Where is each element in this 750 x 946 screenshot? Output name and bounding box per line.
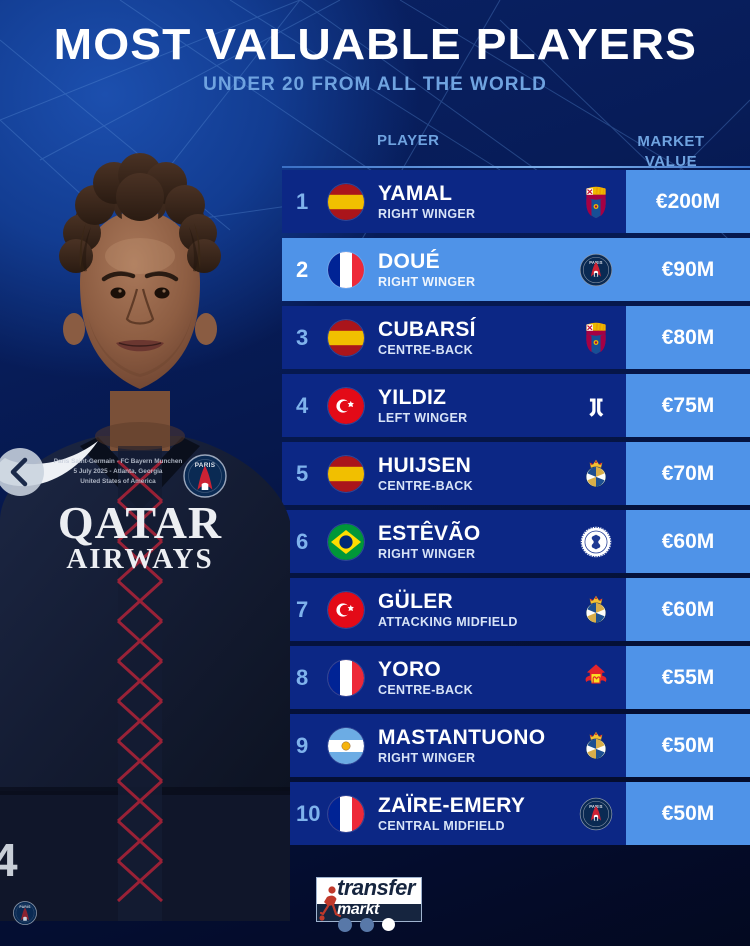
- svg-text:4: 4: [0, 834, 18, 886]
- svg-text:5 July 2025 - Atlanta, Georgia: 5 July 2025 - Atlanta, Georgia: [74, 468, 163, 475]
- svg-text:Paris Saint-Germain - FC Bayer: Paris Saint-Germain - FC Bayern Munchen: [54, 458, 183, 465]
- svg-text:United States of America: United States of America: [80, 478, 156, 485]
- svg-text:QATAR: QATAR: [58, 497, 222, 548]
- svg-text:AIRWAYS: AIRWAYS: [66, 543, 213, 575]
